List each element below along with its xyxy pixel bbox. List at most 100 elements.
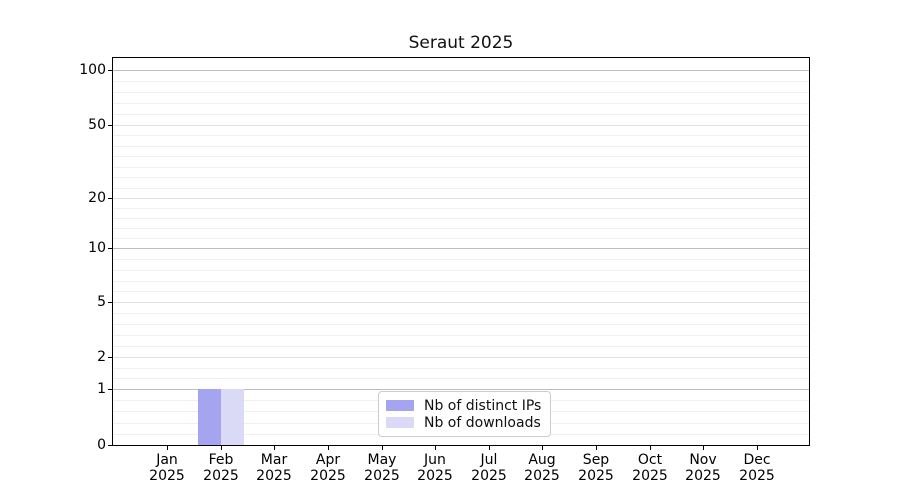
gridline-faint <box>113 270 809 271</box>
y-tick-label: 100 <box>79 62 106 78</box>
x-tick-label: Jul 2025 <box>471 452 507 484</box>
x-tick-year: 2025 <box>310 468 346 484</box>
legend-item-distinct-ips: Nb of distinct IPs <box>386 397 541 414</box>
x-tick-mark <box>221 446 222 450</box>
gridline-faint <box>113 291 809 292</box>
x-tick-month: Apr <box>315 452 341 468</box>
gridline-minor <box>113 198 809 199</box>
gridline-major <box>113 70 809 71</box>
y-tick-label: 1 <box>97 381 106 397</box>
gridline-faint <box>113 218 809 219</box>
gridline-minor <box>113 125 809 126</box>
x-tick-label: Aug 2025 <box>524 452 560 484</box>
x-tick-month: May <box>367 452 397 468</box>
legend-label-distinct-ips: Nb of distinct IPs <box>424 397 542 414</box>
x-tick-label: Sep 2025 <box>578 452 614 484</box>
x-tick-month: Feb <box>208 452 234 468</box>
bar-nb-of-distinct-ips <box>198 389 221 445</box>
gridline-faint <box>113 346 809 347</box>
gridline-faint <box>113 259 809 260</box>
y-tick-label: 2 <box>97 349 106 365</box>
gridline-faint <box>113 228 809 229</box>
x-tick-month: Oct <box>637 452 663 468</box>
x-tick-month: Nov <box>689 452 717 468</box>
x-tick-mark <box>542 446 543 450</box>
x-tick-year: 2025 <box>471 468 507 484</box>
x-tick-mark <box>650 446 651 450</box>
y-tick-mark <box>108 248 112 249</box>
x-tick-mark <box>382 446 383 450</box>
plot-area <box>112 57 810 446</box>
x-tick-month: Mar <box>260 452 288 468</box>
gridline-major <box>113 248 809 249</box>
gridline-faint <box>113 313 809 314</box>
x-tick-label: Feb 2025 <box>203 452 239 484</box>
x-tick-mark <box>489 446 490 450</box>
legend-label-downloads: Nb of downloads <box>424 414 541 431</box>
x-tick-label: Jun 2025 <box>417 452 453 484</box>
x-tick-mark <box>757 446 758 450</box>
gridline-faint <box>113 281 809 282</box>
gridline-faint <box>113 167 809 168</box>
y-tick-label: 10 <box>88 240 106 256</box>
x-tick-label: May 2025 <box>364 452 400 484</box>
x-tick-label: Jan 2025 <box>149 452 185 484</box>
gridline-faint <box>113 103 809 104</box>
gridline-faint <box>113 92 809 93</box>
y-tick-mark <box>108 389 112 390</box>
y-tick-label: 20 <box>88 190 106 206</box>
gridline-minor <box>113 302 809 303</box>
y-tick-mark <box>108 357 112 358</box>
x-tick-year: 2025 <box>578 468 614 484</box>
x-tick-label: Mar 2025 <box>256 452 292 484</box>
gridline-faint <box>113 177 809 178</box>
y-tick-label: 50 <box>88 117 106 133</box>
y-tick-label: 5 <box>97 294 106 310</box>
gridline-faint <box>113 208 809 209</box>
gridline-faint <box>113 156 809 157</box>
x-tick-label: Nov 2025 <box>685 452 721 484</box>
x-tick-label: Oct 2025 <box>632 452 668 484</box>
gridline-faint <box>113 188 809 189</box>
x-tick-mark <box>435 446 436 450</box>
x-tick-mark <box>328 446 329 450</box>
gridline-faint <box>113 114 809 115</box>
x-tick-mark <box>274 446 275 450</box>
x-tick-year: 2025 <box>364 468 400 484</box>
legend: Nb of distinct IPs Nb of downloads <box>378 391 552 437</box>
x-tick-year: 2025 <box>417 468 453 484</box>
x-tick-month: Aug <box>528 452 556 468</box>
x-tick-year: 2025 <box>632 468 668 484</box>
x-tick-label: Apr 2025 <box>310 452 346 484</box>
y-tick-mark <box>108 445 112 446</box>
bar-nb-of-downloads <box>221 389 244 445</box>
gridline-faint <box>113 135 809 136</box>
x-tick-year: 2025 <box>203 468 239 484</box>
gridline-faint <box>113 368 809 369</box>
x-tick-mark <box>167 446 168 450</box>
gridline-major <box>113 389 809 390</box>
x-tick-month: Jul <box>480 452 498 468</box>
gridline-faint <box>113 81 809 82</box>
x-tick-label: Dec 2025 <box>739 452 775 484</box>
legend-swatch-distinct-ips-icon <box>386 400 414 411</box>
x-tick-month: Jun <box>424 452 446 468</box>
y-tick-label: 0 <box>97 437 106 453</box>
x-tick-year: 2025 <box>739 468 775 484</box>
x-tick-mark <box>596 446 597 450</box>
x-tick-year: 2025 <box>524 468 560 484</box>
gridline-faint <box>113 335 809 336</box>
y-tick-mark <box>108 302 112 303</box>
legend-item-downloads: Nb of downloads <box>386 414 541 431</box>
x-tick-month: Jan <box>156 452 178 468</box>
x-tick-month: Dec <box>743 452 771 468</box>
x-tick-year: 2025 <box>256 468 292 484</box>
x-tick-mark <box>703 446 704 450</box>
x-tick-year: 2025 <box>149 468 185 484</box>
gridline-minor <box>113 357 809 358</box>
y-tick-mark <box>108 125 112 126</box>
y-tick-mark <box>108 198 112 199</box>
y-tick-mark <box>108 70 112 71</box>
chart-title: Seraut 2025 <box>408 33 514 53</box>
